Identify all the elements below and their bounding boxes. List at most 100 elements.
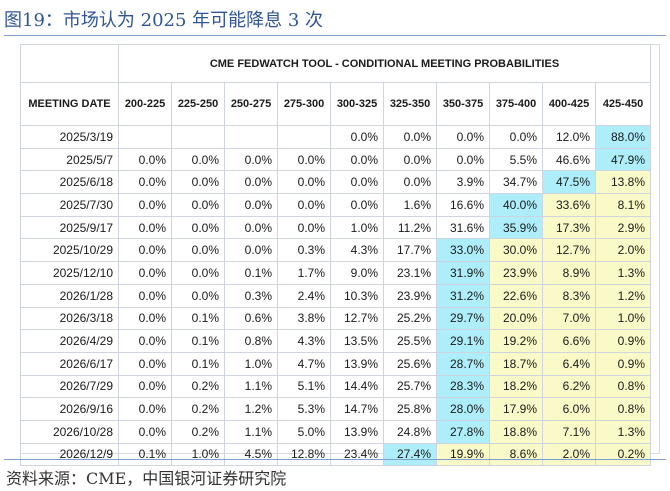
table-row: 2025/9/17 0.0% 0.0% 0.0% 0.0% 1.0% 11.2% 31.6% 3…	[20, 215, 651, 240]
table-row: 2026/10/28 0.0% 0.2% 1.1% 5.0% 13.9% 24.8% 27.8…	[20, 419, 651, 444]
probability-cell: 0.0%	[118, 329, 172, 353]
probability-cell: 22.6%	[489, 283, 543, 308]
probability-cell: 0.0%	[171, 147, 225, 172]
probability-cell: 0.8%	[224, 329, 278, 353]
column-header: 300-325	[330, 82, 384, 126]
probability-cell: 17.3%	[542, 215, 596, 240]
probability-cell: 1.6%	[383, 193, 437, 217]
probability-cell	[224, 125, 278, 149]
probability-cell: 1.0%	[224, 351, 278, 376]
probability-cell: 13.9%	[330, 419, 384, 444]
meeting-date-cell: 2026/12/9	[20, 442, 119, 467]
probability-cell: 0.0%	[171, 238, 225, 263]
meeting-date-cell: 2026/6/17	[20, 351, 119, 376]
table-row: 2026/12/9 0.1% 1.0% 4.5% 12.8% 23.4% 27.4% 19.9…	[20, 442, 651, 467]
meeting-date-cell: 2026/1/28	[20, 283, 119, 308]
probability-cell: 0.6%	[224, 306, 278, 331]
probability-cell: 5.3%	[277, 397, 331, 421]
probability-cell: 0.0%	[383, 125, 437, 149]
probability-cell: 0.0%	[171, 193, 225, 217]
table-row: 2025/6/18 0.0% 0.0% 0.0% 0.0% 0.0% 0.0% 3.9% 34.…	[20, 170, 651, 195]
probability-cell: 6.6%	[542, 329, 596, 353]
probability-cell: 12.8%	[277, 442, 331, 467]
column-header: 375-400	[489, 82, 543, 126]
probability-cell: 19.9%	[436, 442, 490, 467]
probability-cell: 0.0%	[171, 283, 225, 308]
probability-cell: 3.8%	[277, 306, 331, 331]
probability-cell: 0.0%	[224, 193, 278, 217]
probability-cell: 47.9%	[595, 147, 651, 172]
table-row: 2026/7/29 0.0% 0.2% 1.1% 5.1% 14.4% 25.7% 28.3%…	[20, 374, 651, 399]
probability-cell: 0.0%	[436, 125, 490, 149]
probability-cell: 0.0%	[330, 125, 384, 149]
probability-cell: 23.9%	[383, 283, 437, 308]
probability-cell: 25.5%	[383, 329, 437, 353]
probability-cell: 0.0%	[171, 215, 225, 240]
probability-cell: 0.0%	[330, 147, 384, 172]
probability-cell: 0.0%	[118, 306, 172, 331]
probability-cell: 17.9%	[489, 397, 543, 421]
probability-cell	[277, 125, 331, 149]
probability-cell: 24.8%	[383, 419, 437, 444]
probability-cell	[118, 125, 172, 149]
probability-cell: 28.7%	[436, 351, 490, 376]
probability-cell: 33.0%	[436, 238, 490, 263]
probability-cell: 0.0%	[489, 125, 543, 149]
probability-cell: 12.0%	[542, 125, 596, 149]
probability-cell: 12.7%	[330, 306, 384, 331]
table-title-row: CME FEDWATCH TOOL - CONDITIONAL MEETING …	[20, 44, 651, 83]
probability-cell: 0.0%	[118, 419, 172, 444]
probability-cell: 0.0%	[277, 170, 331, 195]
probability-cell: 1.3%	[595, 419, 651, 444]
probability-cell: 0.0%	[118, 215, 172, 240]
table-row: 2025/10/29 0.0% 0.0% 0.0% 0.3% 4.3% 17.7% 33.0%…	[20, 238, 651, 263]
probability-cell: 10.3%	[330, 283, 384, 308]
source-note: 资料来源：CME，中国银河证券研究院	[6, 469, 287, 488]
probability-cell: 1.1%	[224, 374, 278, 399]
probability-cell: 2.9%	[595, 215, 651, 240]
probability-cell: 4.7%	[277, 351, 331, 376]
probability-cell: 4.3%	[277, 329, 331, 353]
probability-cell: 31.9%	[436, 261, 490, 285]
probability-cell: 20.0%	[489, 306, 543, 331]
table-title: CME FEDWATCH TOOL - CONDITIONAL MEETING …	[118, 44, 651, 83]
probability-cell: 34.7%	[489, 170, 543, 195]
probability-cell: 2.4%	[277, 283, 331, 308]
table-row: 2026/6/17 0.0% 0.1% 1.0% 4.7% 13.9% 25.6% 28.7%…	[20, 351, 651, 376]
probability-cell: 1.3%	[595, 261, 651, 285]
table-row: 2026/1/28 0.0% 0.0% 0.3% 2.4% 10.3% 23.9% 31.2%…	[20, 283, 651, 308]
table-row: 2025/5/7 0.0% 0.0% 0.0% 0.0% 0.0% 0.0% 0.0% 5.5%…	[20, 147, 651, 172]
probability-cell: 3.9%	[436, 170, 490, 195]
probability-cell: 0.0%	[118, 147, 172, 172]
meeting-date-cell: 2026/3/18	[20, 306, 119, 331]
figure-title: 图19：市场认为 2025 年可能降息 3 次	[4, 10, 324, 31]
probability-cell: 0.1%	[118, 442, 172, 467]
probability-cell: 7.1%	[542, 419, 596, 444]
probability-cell: 6.4%	[542, 351, 596, 376]
probability-cell: 25.7%	[383, 374, 437, 399]
probability-cell: 28.3%	[436, 374, 490, 399]
probability-cell: 1.0%	[595, 306, 651, 331]
probability-cell: 0.9%	[595, 329, 651, 353]
corner-cell	[20, 44, 119, 83]
probability-cell: 2.0%	[542, 442, 596, 467]
probability-cell: 0.0%	[277, 215, 331, 240]
probability-cell: 0.3%	[277, 238, 331, 263]
probability-cell: 33.6%	[542, 193, 596, 217]
row-header-label: MEETING DATE	[20, 82, 119, 126]
probability-cell: 0.0%	[224, 147, 278, 172]
probability-cell: 0.0%	[224, 170, 278, 195]
table-row: 2025/7/30 0.0% 0.0% 0.0% 0.0% 0.0% 1.6% 16.6% 40…	[20, 193, 651, 217]
probability-cell: 18.7%	[489, 351, 543, 376]
meeting-date-cell: 2025/12/10	[20, 261, 119, 285]
probability-cell: 14.7%	[330, 397, 384, 421]
probability-cell: 23.9%	[489, 261, 543, 285]
probability-cell: 1.7%	[277, 261, 331, 285]
probability-cell: 0.0%	[118, 351, 172, 376]
probability-cell: 5.1%	[277, 374, 331, 399]
probability-cell: 0.0%	[330, 170, 384, 195]
probability-cell: 29.7%	[436, 306, 490, 331]
probability-cell: 27.4%	[383, 442, 437, 467]
probability-cell: 0.0%	[383, 170, 437, 195]
probability-cell: 23.4%	[330, 442, 384, 467]
